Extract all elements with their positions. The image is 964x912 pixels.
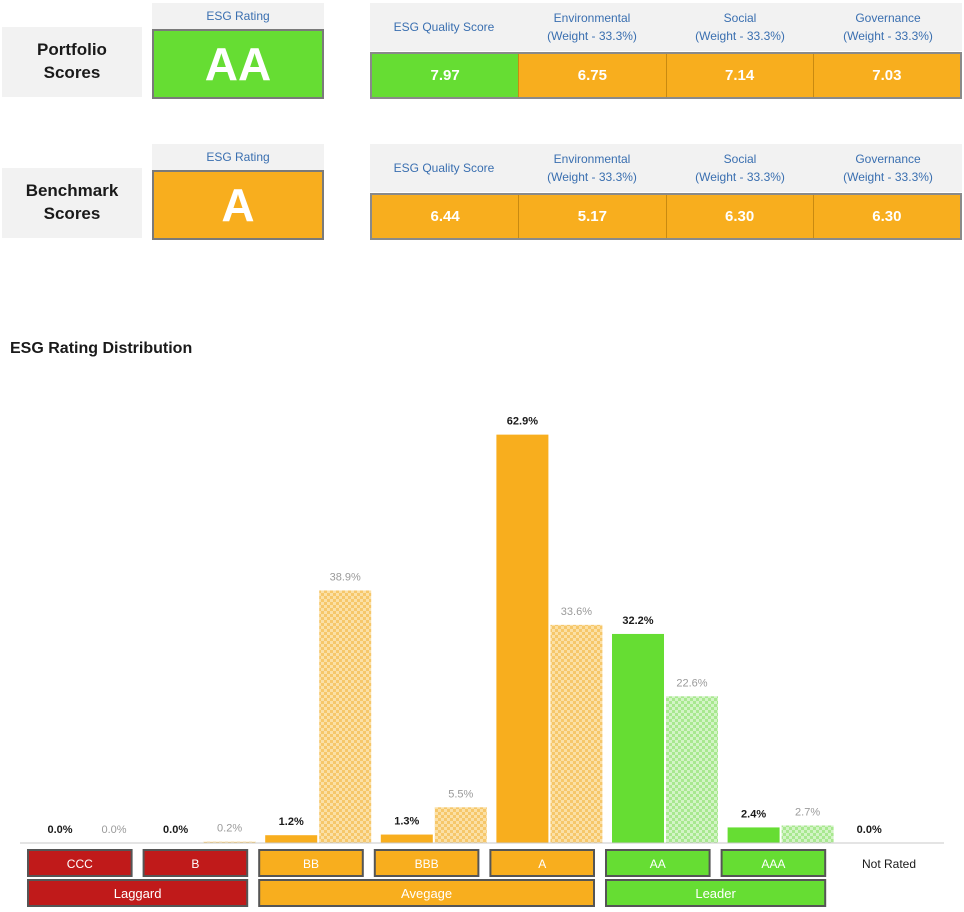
category-label-ccc: CCC [67,857,93,871]
portfolio-soc-header-line1: Social [723,11,757,25]
portfolio-soc-header: Social (Weight - 33.3%) [666,3,814,51]
group-label-laggard: Laggard [114,886,162,901]
category-box-aa [605,849,711,877]
benchmark-quality-score: 6.44 [372,195,520,238]
benchmark-label-a: 33.6% [561,606,592,618]
portfolio-label-bbb: 1.3% [394,816,419,828]
portfolio-env-header: Environmental (Weight - 33.3%) [518,3,666,51]
group-box-leader [605,879,827,907]
category-box-a [489,849,595,877]
portfolio-env-header-line2: (Weight - 33.3%) [547,29,637,43]
portfolio-quality-score: 7.97 [372,54,520,97]
category-box-aaa [720,849,827,877]
benchmark-soc-header-line2: (Weight - 33.3%) [695,170,785,184]
benchmark-env-header-line2: (Weight - 33.3%) [547,170,637,184]
portfolio-esg-rating: AA [152,29,324,99]
benchmark-label-aaa: 2.7% [795,806,820,818]
benchmark-label-line2: Scores [43,204,101,223]
group-box-laggard [27,879,249,907]
portfolio-soc-header-line2: (Weight - 33.3%) [695,29,785,43]
portfolio-score-headers: ESG Quality Score Environmental (Weight … [370,3,962,51]
category-label-a: A [538,857,546,871]
category-label-b: B [191,857,199,871]
category-label-aa: AA [650,857,666,871]
rating-distribution-chart: 0.0% 0.0% 0.0% 0.2% 1.2% 38.9% 1.3% 5.5% 62.9% 33… [20,416,944,907]
portfolio-label-aaa: 2.4% [741,808,766,820]
benchmark-bar-bb [319,590,372,843]
benchmark-label-b: 0.2% [217,823,242,835]
category-box-bbb [373,849,480,877]
benchmark-esg-rating-header: ESG Rating [152,144,324,170]
category-label-bbb: BBB [415,857,439,871]
portfolio-env-score: 6.75 [519,54,667,97]
portfolio-quality-header: ESG Quality Score [370,3,518,51]
benchmark-label-aa: 22.6% [676,677,707,689]
benchmark-label-ccc: 0.0% [101,824,126,836]
portfolio-bar-bbb [380,834,433,843]
portfolio-bar-a [496,434,549,843]
portfolio-gov-header: Governance (Weight - 33.3%) [814,3,962,51]
benchmark-soc-header: Social (Weight - 33.3%) [666,144,814,192]
category-label-bb: BB [303,857,319,871]
group-label-leader: Leader [695,886,736,901]
category-label-not-rated: Not Rated [862,857,916,871]
benchmark-env-score: 5.17 [519,195,667,238]
portfolio-label-b: 0.0% [163,824,188,836]
benchmark-bar-bbb [434,807,487,843]
portfolio-label-not-rated: 0.0% [857,824,882,836]
category-box-bb [258,849,364,877]
portfolio-label-line2: Scores [43,63,101,82]
chart-title: ESG Rating Distribution [10,340,193,357]
portfolio-gov-header-line2: (Weight - 33.3%) [843,29,933,43]
category-box-b [142,849,249,877]
benchmark-label-line1: Benchmark [25,181,119,201]
portfolio-soc-score: 7.14 [666,54,814,97]
benchmark-gov-header-line1: Governance [855,152,921,166]
benchmark-esg-rating: A [152,170,324,240]
portfolio-gov-header-line1: Governance [855,11,921,25]
benchmark-bar-a [550,624,603,843]
benchmark-quality-header: ESG Quality Score [370,144,518,192]
portfolio-gov-score: 7.03 [813,54,960,97]
portfolio-bar-aa [612,633,664,843]
benchmark-bar-aa [666,696,718,843]
portfolio-score-row: 7.97 6.75 7.14 7.03 [370,52,962,99]
portfolio-env-header-line1: Environmental [553,11,631,25]
group-label-avegage: Avegage [401,886,452,901]
category-box-ccc [27,849,133,877]
benchmark-env-header: Environmental (Weight - 33.3%) [518,144,666,192]
portfolio-label-line1: Portfolio [37,40,107,60]
benchmark-env-header-line1: Environmental [553,152,631,166]
category-label-aaa: AAA [761,857,785,871]
benchmark-bar-aaa [781,825,834,843]
portfolio-bar-bb [265,835,318,843]
benchmark-label: Benchmark Scores [2,168,142,238]
benchmark-gov-score: 6.30 [813,195,960,238]
benchmark-soc-score: 6.30 [666,195,814,238]
benchmark-label-bb: 38.9% [330,571,361,583]
portfolio-label-bb: 1.2% [279,816,304,828]
portfolio-label-ccc: 0.0% [47,824,72,836]
benchmark-soc-header-line1: Social [723,152,757,166]
benchmark-score-headers: ESG Quality Score Environmental (Weight … [370,144,962,192]
portfolio-label-aa: 32.2% [622,615,653,627]
portfolio-label-a: 62.9% [507,416,538,428]
portfolio-esg-rating-header: ESG Rating [152,3,324,29]
benchmark-gov-header-line2: (Weight - 33.3%) [843,170,933,184]
benchmark-score-row: 6.44 5.17 6.30 6.30 [370,193,962,240]
portfolio-label: Portfolio Scores [2,27,142,97]
benchmark-bar-b [203,841,256,843]
benchmark-gov-header: Governance (Weight - 33.3%) [814,144,962,192]
portfolio-bar-aaa [727,827,780,843]
benchmark-label-bbb: 5.5% [448,788,473,800]
group-box-avegage [258,879,595,907]
